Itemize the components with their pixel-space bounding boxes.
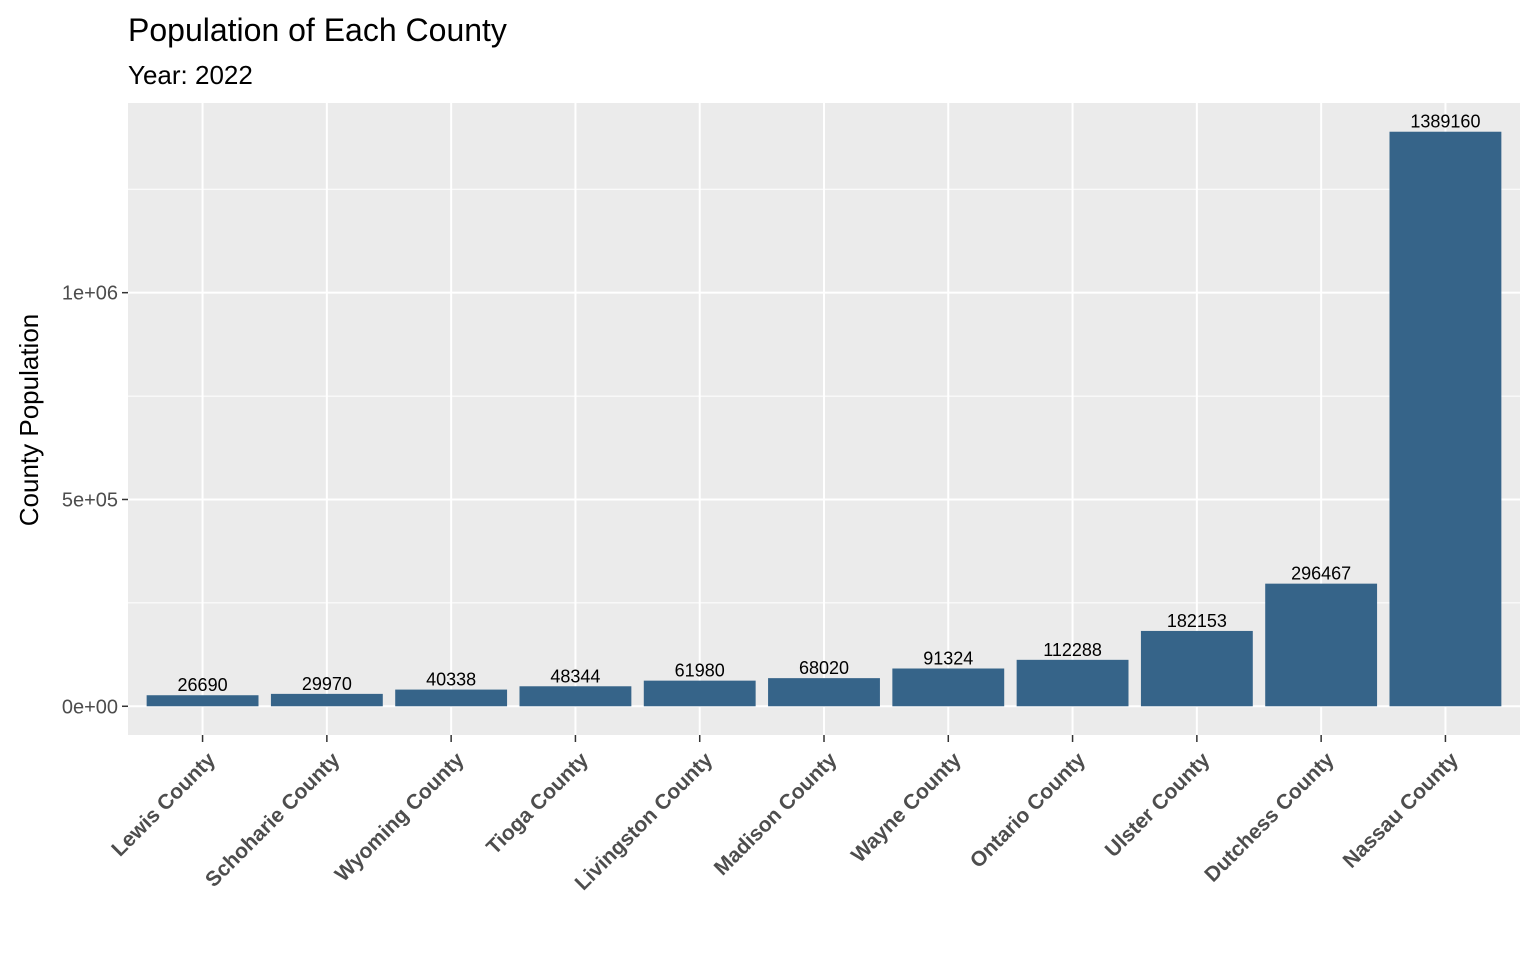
bar <box>1016 659 1129 707</box>
bar <box>146 695 259 707</box>
bar-value-label: 1389160 <box>1410 112 1480 132</box>
bar <box>643 680 756 707</box>
y-tick-label: 0e+00 <box>62 696 118 718</box>
x-tick-label: Lewis County <box>107 748 220 861</box>
bar-value-label: 40338 <box>426 670 476 690</box>
y-tick-label: 5e+05 <box>62 489 118 511</box>
x-tick-label: Dutchess County <box>1200 748 1339 887</box>
bar <box>892 668 1005 707</box>
x-tick-label: Schoharie County <box>201 748 345 892</box>
x-tick-label: Tioga County <box>482 748 593 859</box>
bars <box>146 131 1502 707</box>
x-tick-label: Ontario County <box>966 748 1091 873</box>
y-axis: 0e+00 5e+05 1e+06 <box>62 283 128 718</box>
bar <box>1265 583 1378 707</box>
x-tick-label: Nassau County <box>1339 748 1464 873</box>
bar <box>395 689 508 707</box>
chart-title: Population of Each County <box>128 12 507 48</box>
bar <box>1389 131 1502 707</box>
bar-value-label: 29970 <box>302 674 352 694</box>
bar-value-label: 112288 <box>1043 640 1102 660</box>
data-labels: 26690 29970 40338 48344 61980 68020 91324 11228… <box>178 112 1481 696</box>
bar-value-label: 48344 <box>550 666 600 686</box>
bar <box>519 686 632 707</box>
bar-value-label: 296467 <box>1291 564 1351 584</box>
bar-value-label: 68020 <box>799 658 849 678</box>
x-tick-label: Wayne County <box>847 748 966 867</box>
x-tick-label: Livingston County <box>571 748 718 895</box>
y-tick-label: 1e+06 <box>62 283 118 305</box>
bar <box>270 693 383 707</box>
bar-value-label: 26690 <box>178 675 228 695</box>
bar-value-label: 61980 <box>675 661 725 681</box>
x-tick-label: Madison County <box>710 748 842 880</box>
chart-subtitle: Year: 2022 <box>128 60 253 90</box>
y-axis-title: County Population <box>14 314 44 526</box>
major-gridlines <box>128 103 1520 735</box>
x-tick-label: Ulster County <box>1101 748 1215 862</box>
x-tick-label: Wyoming County <box>331 748 469 886</box>
bar <box>768 678 880 707</box>
bar-value-label: 182153 <box>1167 611 1227 631</box>
bar-value-label: 91324 <box>923 649 973 669</box>
bar <box>1140 630 1253 707</box>
